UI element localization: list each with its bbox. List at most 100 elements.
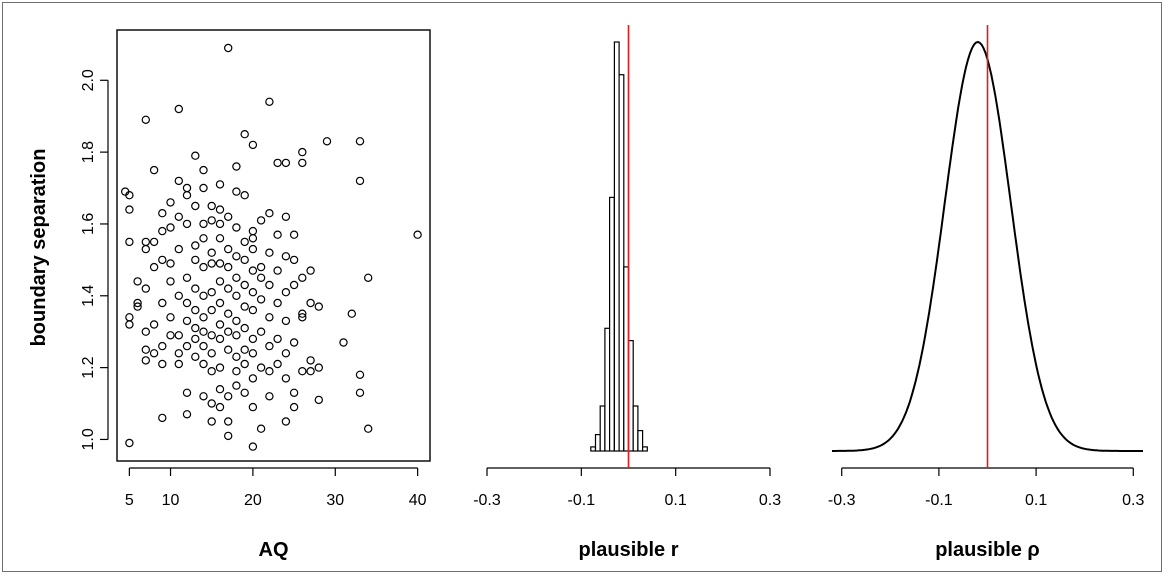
scatter-point: [207, 248, 216, 257]
histogram-bar: [604, 327, 611, 452]
scatter-point: [191, 352, 200, 361]
scatter-point: [141, 237, 150, 247]
scatter-point: [191, 241, 200, 250]
scatter-point: [223, 431, 233, 441]
x-axis-title: plausible r: [578, 539, 678, 561]
scatter-point: [215, 180, 225, 189]
x-axis-title: AQ: [259, 539, 289, 561]
scatter-point: [191, 323, 200, 333]
scatter-point: [232, 291, 241, 300]
scatter-point: [125, 237, 134, 247]
scatter-point: [355, 388, 365, 397]
scatter-plot-box: [116, 29, 431, 462]
scatter-point: [256, 363, 266, 372]
x-tick-label: -0.3: [828, 492, 856, 509]
scatter-point: [281, 252, 291, 261]
scatter-point: [133, 298, 142, 308]
scatter-point: [166, 259, 175, 268]
scatter-point: [207, 259, 216, 268]
scatter-point: [207, 367, 216, 376]
scatter-point: [207, 305, 216, 315]
scatter-point: [207, 399, 216, 408]
scatter-point: [256, 216, 266, 225]
scatter-point: [248, 442, 258, 451]
scatter-point: [240, 237, 249, 247]
scatter-point: [215, 320, 225, 329]
scatter-point: [289, 280, 299, 290]
scatter-point: [182, 341, 192, 351]
scatter-point: [322, 137, 332, 146]
scatter-point: [215, 277, 225, 286]
scatter-point: [207, 201, 216, 211]
scatter-point: [265, 248, 274, 257]
scatter-point: [191, 255, 200, 265]
scatter-point: [248, 305, 258, 315]
scatter-point: [232, 331, 241, 340]
scatter-point: [141, 356, 150, 365]
x-tick-label: 0.1: [665, 492, 687, 509]
scatter-point: [289, 230, 299, 239]
scatter-point: [149, 262, 159, 272]
scatter-point: [281, 212, 291, 221]
scatter-point: [223, 327, 233, 336]
scatter-point: [199, 183, 208, 193]
x-tick-label: 40: [409, 492, 427, 509]
x-tick-label: -0.1: [925, 492, 953, 509]
scatter-point: [273, 230, 282, 239]
scatter-point: [174, 331, 183, 340]
scatter-point: [289, 255, 299, 265]
scatter-point: [158, 226, 167, 236]
scatter-point: [240, 280, 249, 290]
scatter-point: [339, 338, 348, 347]
scatter-point: [289, 338, 299, 347]
scatter-point: [215, 385, 225, 394]
scatter-point: [265, 280, 274, 290]
scatter-point: [273, 266, 282, 275]
scatter-point: [149, 349, 159, 358]
scatter-point: [141, 284, 150, 293]
scatter-point: [364, 273, 373, 282]
scatter-point: [265, 208, 274, 218]
scatter-point: [215, 298, 225, 308]
histogram-bar: [594, 434, 601, 452]
scatter-point: [158, 413, 167, 423]
scatter-point: [281, 349, 291, 358]
scatter-point: [232, 252, 241, 261]
scatter-point: [240, 190, 249, 200]
scatter-point: [125, 205, 134, 214]
scatter-point: [191, 334, 200, 344]
scatter-point: [207, 216, 216, 225]
scatter-point: [265, 313, 274, 322]
y-tick-label: 1.2: [80, 356, 97, 378]
scatter-point: [298, 313, 307, 322]
scatter-point: [289, 402, 299, 412]
scatter-point: [191, 284, 200, 293]
scatter-point: [256, 273, 266, 282]
x-axis-title: plausible ρ: [935, 539, 1040, 561]
scatter-point: [223, 392, 233, 401]
scatter-point: [281, 417, 291, 426]
scatter-point: [215, 205, 225, 214]
scatter-point: [199, 392, 208, 401]
scatter-point: [223, 309, 233, 318]
scatter-point: [174, 212, 183, 221]
scatter-point: [133, 277, 142, 286]
scatter-point: [248, 140, 258, 150]
scatter-point: [265, 367, 274, 376]
scatter-point: [265, 341, 274, 351]
scatter-point: [248, 266, 258, 275]
scatter-point: [215, 334, 225, 344]
histogram-bar: [618, 74, 625, 452]
scatter-point: [355, 176, 365, 186]
scatter-point: [191, 201, 200, 211]
scatter-point: [207, 417, 216, 426]
scatter-point: [306, 298, 315, 308]
scatter-point: [306, 356, 315, 365]
scatter-point: [223, 262, 233, 272]
scatter-point: [298, 158, 307, 168]
x-tick-label: 10: [162, 492, 180, 509]
scatter-point: [248, 374, 258, 383]
scatter-point: [355, 370, 365, 379]
scatter-point: [314, 395, 323, 405]
scatter-point: [158, 298, 167, 308]
